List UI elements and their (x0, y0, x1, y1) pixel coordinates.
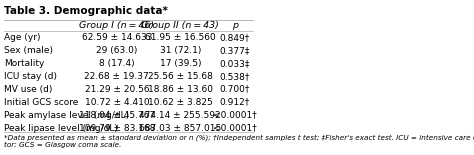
Text: 0.700†: 0.700† (219, 85, 250, 94)
Text: 25.56 ± 15.68: 25.56 ± 15.68 (148, 72, 213, 81)
Text: 109.79 ± 83.168: 109.79 ± 83.168 (79, 124, 155, 133)
Text: Age (yr): Age (yr) (4, 33, 40, 42)
Text: 31 (72.1): 31 (72.1) (160, 46, 201, 55)
Text: 10.72 ± 4.410: 10.72 ± 4.410 (84, 98, 149, 107)
Text: 118.04 ± 45.767: 118.04 ± 45.767 (79, 111, 155, 120)
Text: Group I (n = 46): Group I (n = 46) (79, 21, 155, 30)
Text: 0.033‡: 0.033‡ (219, 59, 250, 68)
Text: MV use (d): MV use (d) (4, 85, 52, 94)
Text: Peak amylase level (mg/dL): Peak amylase level (mg/dL) (4, 111, 129, 120)
Text: 21.29 ± 20.56: 21.29 ± 20.56 (84, 85, 149, 94)
Text: 29 (63.0): 29 (63.0) (96, 46, 137, 55)
Text: 687.03 ± 857.015: 687.03 ± 857.015 (139, 124, 221, 133)
Text: Initial GCS score: Initial GCS score (4, 98, 78, 107)
Text: Mortality: Mortality (4, 59, 44, 68)
Text: 10.62 ± 3.825: 10.62 ± 3.825 (148, 98, 213, 107)
Text: 22.68 ± 19.37: 22.68 ± 19.37 (84, 72, 149, 81)
Text: 62.59 ± 14.633: 62.59 ± 14.633 (82, 33, 152, 42)
Text: p: p (232, 21, 238, 30)
Text: <0.0001†: <0.0001† (213, 111, 257, 120)
Text: 61.95 ± 16.560: 61.95 ± 16.560 (145, 33, 216, 42)
Text: 0.538†: 0.538† (219, 72, 250, 81)
Text: <0.0001†: <0.0001† (213, 124, 257, 133)
Text: 0.912†: 0.912† (220, 98, 250, 107)
Text: Peak lipase level (mg/dL): Peak lipase level (mg/dL) (4, 124, 118, 133)
Text: 18.86 ± 13.60: 18.86 ± 13.60 (148, 85, 213, 94)
Text: Table 3. Demographic data*: Table 3. Demographic data* (4, 6, 168, 16)
Text: 17 (39.5): 17 (39.5) (160, 59, 201, 68)
Text: 8 (17.4): 8 (17.4) (99, 59, 135, 68)
Text: 0.377‡: 0.377‡ (219, 46, 250, 55)
Text: ICU stay (d): ICU stay (d) (4, 72, 57, 81)
Text: *Data presented as mean ± standard deviation or n (%); †Independent samples t te: *Data presented as mean ± standard devia… (4, 135, 474, 148)
Text: 0.849†: 0.849† (220, 33, 250, 42)
Text: 474.14 ± 255.592: 474.14 ± 255.592 (139, 111, 221, 120)
Text: Group II (n = 43): Group II (n = 43) (141, 21, 219, 30)
Text: Sex (male): Sex (male) (4, 46, 53, 55)
